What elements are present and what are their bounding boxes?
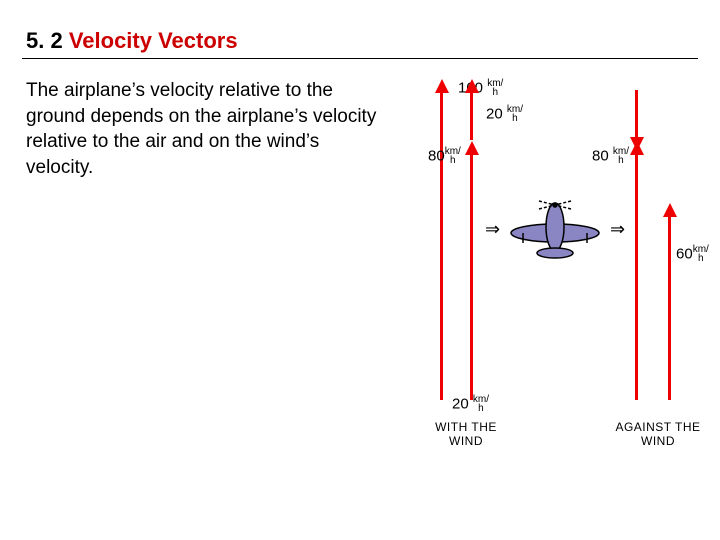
against-wind-air-arrow (635, 152, 638, 400)
section-heading: 5. 2 Velocity Vectors (26, 28, 238, 54)
velocity-diagram: 100 km/h 80km/h 20 km/h 20 km/h ⇒ ⇒ (410, 70, 710, 500)
with-wind-tail-label: 20 km/h (452, 396, 489, 413)
value: 80 (592, 147, 609, 164)
section-number: 5. 2 (26, 28, 63, 53)
with-wind-air-arrow (470, 152, 473, 400)
value: 60 (676, 245, 693, 262)
with-wind-caption: WITH THEWIND (426, 420, 506, 449)
implies-right-icon: ⇒ (610, 220, 625, 238)
with-wind-resultant-arrow (440, 90, 443, 400)
implies-left-icon: ⇒ (485, 220, 500, 238)
value: 20 (452, 395, 469, 412)
against-wind-caption: AGAINST THEWIND (608, 420, 708, 449)
against-wind-resultant-arrow (668, 214, 671, 400)
against-wind-wind-arrow (635, 90, 638, 140)
against-wind-resultant-label: 60km/h (676, 246, 709, 263)
value: 80 (428, 147, 445, 164)
against-wind-air-label: 80 km/h (592, 148, 629, 165)
with-wind-wind-arrow (470, 90, 473, 140)
with-wind-air-label: 80km/h (428, 148, 461, 165)
section-title: Velocity Vectors (69, 28, 238, 53)
airplane-icon (505, 185, 605, 270)
with-wind-wind-label: 20 km/h (486, 106, 523, 123)
value: 20 (486, 105, 503, 122)
body-paragraph: The airplane’s velocity relative to the … (26, 78, 386, 181)
heading-rule (22, 58, 698, 59)
